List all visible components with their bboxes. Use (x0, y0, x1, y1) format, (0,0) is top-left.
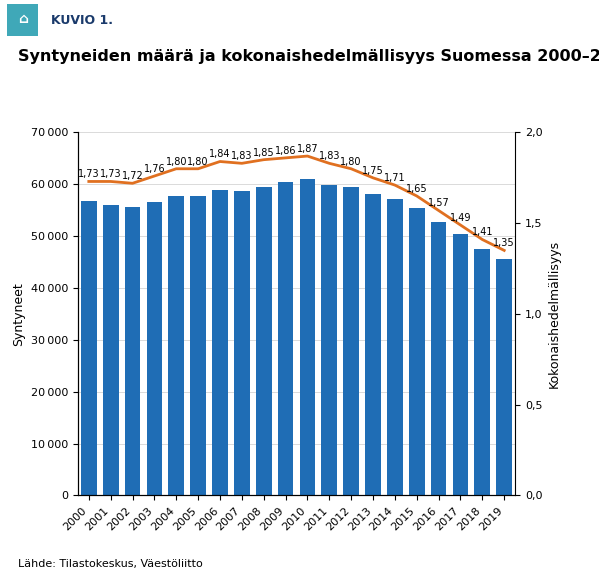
Text: 1,49: 1,49 (450, 213, 471, 223)
Bar (234, 191, 250, 495)
Bar (256, 187, 271, 495)
Bar (431, 222, 446, 495)
Bar (103, 205, 119, 495)
Text: 1,76: 1,76 (144, 164, 165, 174)
Bar (147, 202, 162, 495)
Text: ⌂: ⌂ (18, 12, 28, 26)
Text: 1,73: 1,73 (78, 169, 99, 179)
Bar (212, 190, 228, 495)
Bar (168, 196, 184, 495)
Text: KUVIO 1.: KUVIO 1. (51, 14, 113, 26)
Text: 1,57: 1,57 (428, 198, 449, 209)
Bar (322, 184, 337, 495)
Text: 1,80: 1,80 (187, 157, 209, 166)
Bar (365, 194, 381, 495)
Bar (81, 201, 96, 495)
Y-axis label: Syntyneet: Syntyneet (12, 282, 25, 346)
Bar (453, 234, 468, 495)
Text: Syntyneiden määrä ja kokonaishedelmällisyys Suomessa 2000–2019 (3): Syntyneiden määrä ja kokonaishedelmällis… (18, 49, 599, 64)
Text: Lähde: Tilastokeskus, Väestöliitto: Lähde: Tilastokeskus, Väestöliitto (18, 559, 202, 569)
Text: 1,87: 1,87 (297, 144, 318, 154)
Text: 1,86: 1,86 (275, 146, 297, 156)
Text: 1,84: 1,84 (209, 149, 231, 160)
Bar (387, 199, 403, 495)
Text: 1,71: 1,71 (384, 173, 406, 183)
Text: 1,35: 1,35 (494, 238, 515, 248)
Bar (474, 249, 490, 495)
Bar (497, 259, 512, 495)
Bar (190, 196, 206, 495)
Text: 1,65: 1,65 (406, 184, 428, 194)
Bar (278, 182, 294, 495)
FancyBboxPatch shape (7, 4, 38, 36)
Text: 1,83: 1,83 (231, 151, 253, 161)
Text: 1,83: 1,83 (319, 151, 340, 161)
Bar (125, 207, 140, 495)
Bar (409, 208, 425, 495)
Text: 1,80: 1,80 (165, 157, 187, 166)
Text: 1,85: 1,85 (253, 147, 274, 157)
Bar (343, 187, 359, 495)
Text: 1,75: 1,75 (362, 166, 384, 176)
Text: 1,80: 1,80 (340, 157, 362, 166)
Text: 1,41: 1,41 (471, 228, 493, 237)
Bar (300, 179, 315, 495)
Y-axis label: Kokonaishedelmällisyys: Kokonaishedelmällisyys (548, 240, 561, 388)
Text: 1,73: 1,73 (100, 169, 122, 179)
Text: 1,72: 1,72 (122, 171, 143, 181)
